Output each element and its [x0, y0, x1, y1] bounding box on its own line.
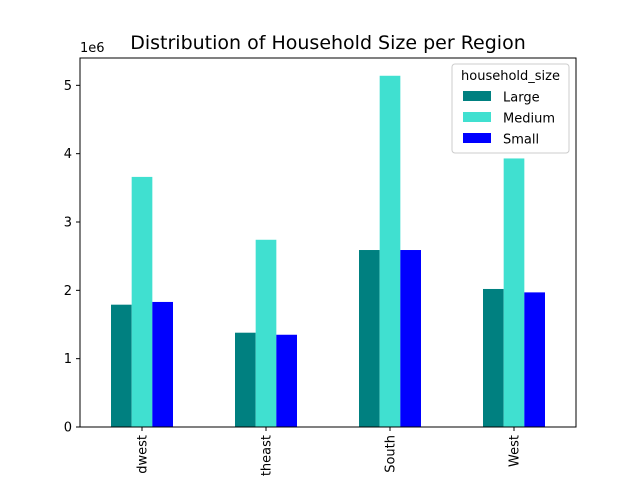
y-tick-label: 2 — [64, 284, 72, 299]
axes-layer — [79, 57, 577, 428]
bar-small-northeast — [276, 334, 297, 427]
bar-small-west — [524, 292, 545, 427]
legend-label-small: Small — [503, 133, 539, 148]
bar-medium-west — [503, 158, 525, 427]
y-tick-label: 3 — [64, 216, 72, 231]
bar-medium-midwest — [131, 176, 153, 427]
bars-layer — [111, 75, 545, 428]
legend-label-medium: Medium — [503, 112, 555, 127]
y-tick-label: 0 — [64, 421, 72, 436]
x-tick-label-west: West — [508, 435, 523, 467]
chart-title: Distribution of Household Size per Regio… — [130, 32, 526, 54]
bar-large-south — [359, 250, 380, 427]
legend-swatch-large — [463, 91, 491, 101]
bar-small-south — [400, 250, 421, 427]
legend-items: Large Medium Small — [463, 91, 555, 148]
y-axis-offset-label: 1e6 — [80, 41, 105, 56]
y-tick-label: 5 — [64, 79, 72, 94]
legend-swatch-small — [463, 133, 491, 143]
legend-title: household_size — [461, 69, 560, 84]
x-tick-label-midwest: dwest — [136, 435, 151, 474]
ticks-layer: 0 1 2 3 4 5 dwest theast South West — [64, 79, 523, 476]
legend-swatch-medium — [463, 112, 491, 122]
bar-medium-south — [379, 75, 401, 428]
y-tick-label: 1 — [64, 352, 72, 367]
bar-large-midwest — [111, 304, 132, 427]
x-tick-label-northeast: theast — [260, 435, 275, 476]
x-tick-label-south: South — [384, 435, 399, 473]
bar-small-midwest — [152, 301, 173, 427]
bar-large-west — [483, 288, 504, 427]
bar-medium-northeast — [255, 239, 277, 427]
y-tick-label: 4 — [64, 147, 72, 162]
legend: household_size Large Medium Small — [451, 63, 570, 154]
legend-label-large: Large — [503, 91, 540, 106]
plot-frame — [79, 57, 577, 428]
bar-large-northeast — [235, 332, 256, 427]
legend-frame — [451, 63, 570, 154]
